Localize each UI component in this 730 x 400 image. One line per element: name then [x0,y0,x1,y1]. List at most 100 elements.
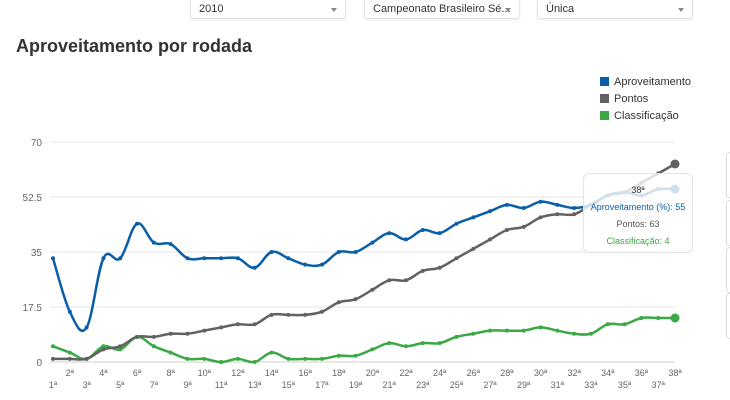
data-point [202,328,207,333]
data-point [185,331,190,336]
side-card[interactable] [726,293,730,339]
data-point [319,356,324,361]
data-point [420,228,425,232]
tooltip-round: 38ª [631,185,645,195]
x-tick-label: 36ª [635,368,649,378]
x-tick-label: 14ª [265,368,279,378]
x-tick-label: 34ª [601,368,615,378]
side-card[interactable] [726,200,730,246]
x-tick-label: 32ª [567,368,581,378]
data-point [252,322,257,327]
data-point [235,256,240,261]
data-point [151,240,156,245]
data-point [135,221,140,226]
competition-select[interactable]: Campeonato Brasileiro Sé... [364,0,520,19]
legend-swatch [600,77,609,86]
data-point [269,312,274,317]
x-tick-label: 24ª [433,368,447,378]
side-card[interactable] [726,152,730,198]
data-point [336,300,341,305]
x-tick-label: 35ª [618,380,632,390]
x-tick-label: 37ª [652,380,666,390]
data-point [51,356,55,361]
data-point [370,240,375,245]
x-tick-label: 23ª [416,380,430,390]
data-point [370,347,375,352]
x-tick-label: 31ª [551,380,565,390]
year-select[interactable]: 2010 [190,0,346,19]
data-point [521,224,526,229]
data-point [588,331,593,336]
data-point [471,331,476,336]
legend-item-pontos[interactable]: Pontos [600,90,691,107]
data-point [471,215,476,220]
data-point [572,212,577,217]
data-point [286,356,291,361]
data-point [605,322,610,327]
x-tick-label: 28ª [500,368,514,378]
data-point [84,356,89,361]
legend-swatch [600,94,609,103]
data-point [353,250,358,254]
x-tick-label: 8ª [167,368,176,378]
data-point [353,353,358,358]
chart-legend: Aproveitamento Pontos Classificação [600,73,691,124]
x-tick-label: 16ª [298,368,312,378]
data-point [319,309,324,314]
y-tick-label: 35 [31,248,43,259]
data-point [202,256,207,261]
data-point [420,341,425,346]
data-point [67,350,72,355]
data-point [420,268,425,273]
x-tick-label: 2ª [66,368,75,378]
data-point [504,228,509,232]
data-point [437,265,442,270]
data-point [135,334,140,339]
data-point [555,202,560,207]
data-point [67,309,72,314]
y-tick-label: 70 [31,138,43,149]
data-point [454,334,459,339]
data-point [303,262,308,267]
side-card[interactable] [726,247,730,293]
x-tick-label: 12ª [231,368,245,378]
phase-select-value: Única [546,3,575,15]
x-tick-label: 33ª [584,380,598,390]
data-point [151,344,156,349]
data-point [387,341,392,346]
x-tick-label: 27ª [483,380,497,390]
x-tick-label: 3ª [82,380,91,390]
data-point [84,325,89,330]
data-point [387,231,392,236]
x-tick-label: 22ª [399,368,413,378]
data-point [404,237,409,242]
data-point [504,202,509,207]
chevron-down-icon [331,8,337,12]
legend-label: Aproveitamento [614,75,692,88]
data-point [454,256,459,261]
data-point [404,278,409,283]
legend-item-classificacao[interactable]: Classificação [600,107,691,124]
x-tick-label: 13ª [248,380,262,390]
x-tick-label: 17ª [315,380,329,390]
data-point [488,237,493,242]
data-point [319,262,324,267]
data-point [488,328,493,333]
chart-tooltip: 38ª Aproveitamento (%): 55 Pontos: 63 Cl… [583,173,693,253]
y-tick-label: 17.5 [23,303,43,314]
phase-select[interactable]: Única [537,0,693,19]
data-point [521,328,526,333]
legend-label: Pontos [614,92,649,105]
x-tick-label: 10ª [198,368,212,378]
data-point [269,350,274,355]
data-point [437,341,442,346]
data-point [454,221,459,226]
x-tick-label: 25ª [450,380,464,390]
data-point [202,356,207,361]
legend-item-aproveitamento[interactable]: Aproveitamento [600,73,691,90]
data-point [303,356,308,361]
data-point [555,328,560,333]
data-point [336,353,341,358]
tooltip-pontos: Pontos: 63 [616,219,660,229]
